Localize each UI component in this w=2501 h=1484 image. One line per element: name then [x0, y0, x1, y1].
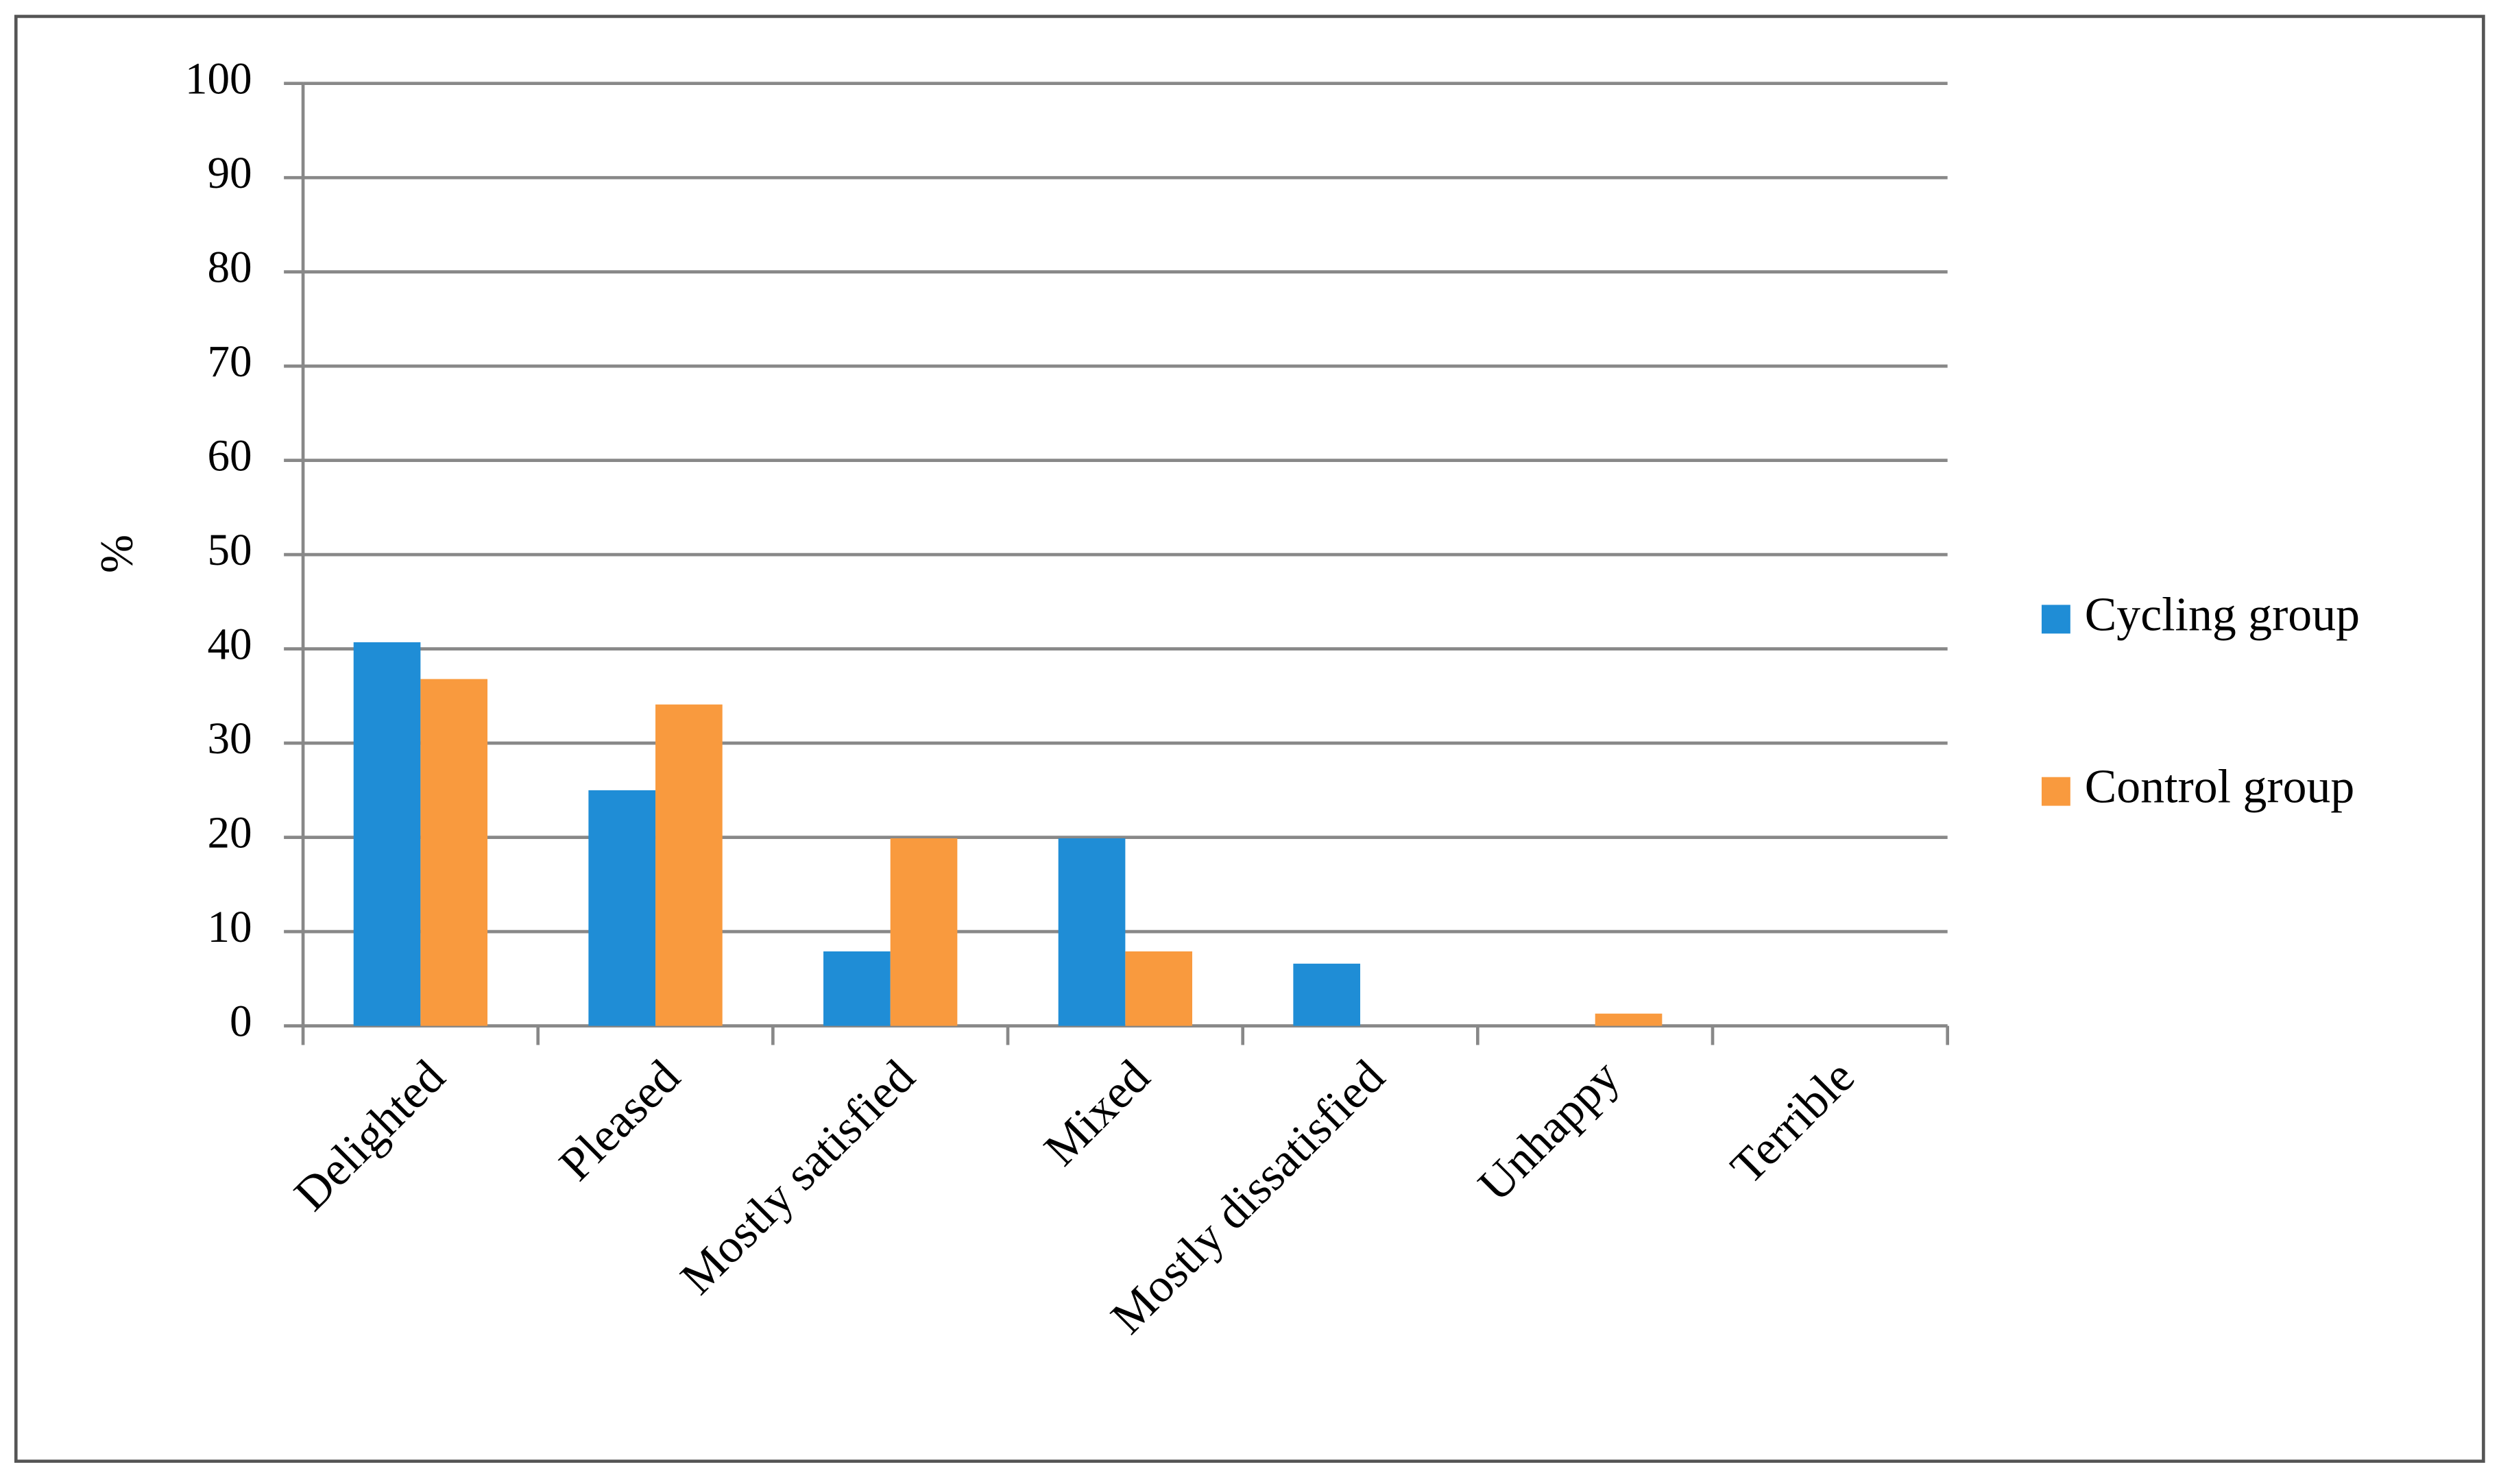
y-tick-label: 10 [207, 903, 252, 952]
bar [353, 642, 421, 1026]
y-axis-label: % [90, 535, 142, 573]
bar [1125, 951, 1193, 1026]
bar [1595, 1013, 1663, 1026]
legend-label: Control group [2085, 761, 2354, 814]
y-tick-label: 90 [207, 149, 252, 198]
legend-label: Cycling group [2085, 588, 2360, 641]
y-tick-label: 60 [207, 432, 252, 481]
y-tick-label: 80 [207, 243, 252, 293]
y-tick-label: 30 [207, 714, 252, 764]
bar [823, 951, 891, 1026]
legend-swatch [2041, 605, 2070, 634]
y-tick-label: 20 [207, 809, 252, 858]
y-tick-label: 50 [207, 526, 252, 575]
bar [1058, 838, 1126, 1026]
bar [890, 838, 958, 1026]
y-tick-label: 0 [230, 997, 252, 1047]
bar [420, 679, 488, 1026]
bar [1293, 963, 1361, 1026]
bar [655, 704, 723, 1026]
y-tick-label: 100 [185, 55, 252, 104]
y-tick-label: 70 [207, 337, 252, 387]
legend-swatch [2041, 777, 2070, 806]
y-tick-label: 40 [207, 620, 252, 670]
bar [588, 790, 656, 1026]
